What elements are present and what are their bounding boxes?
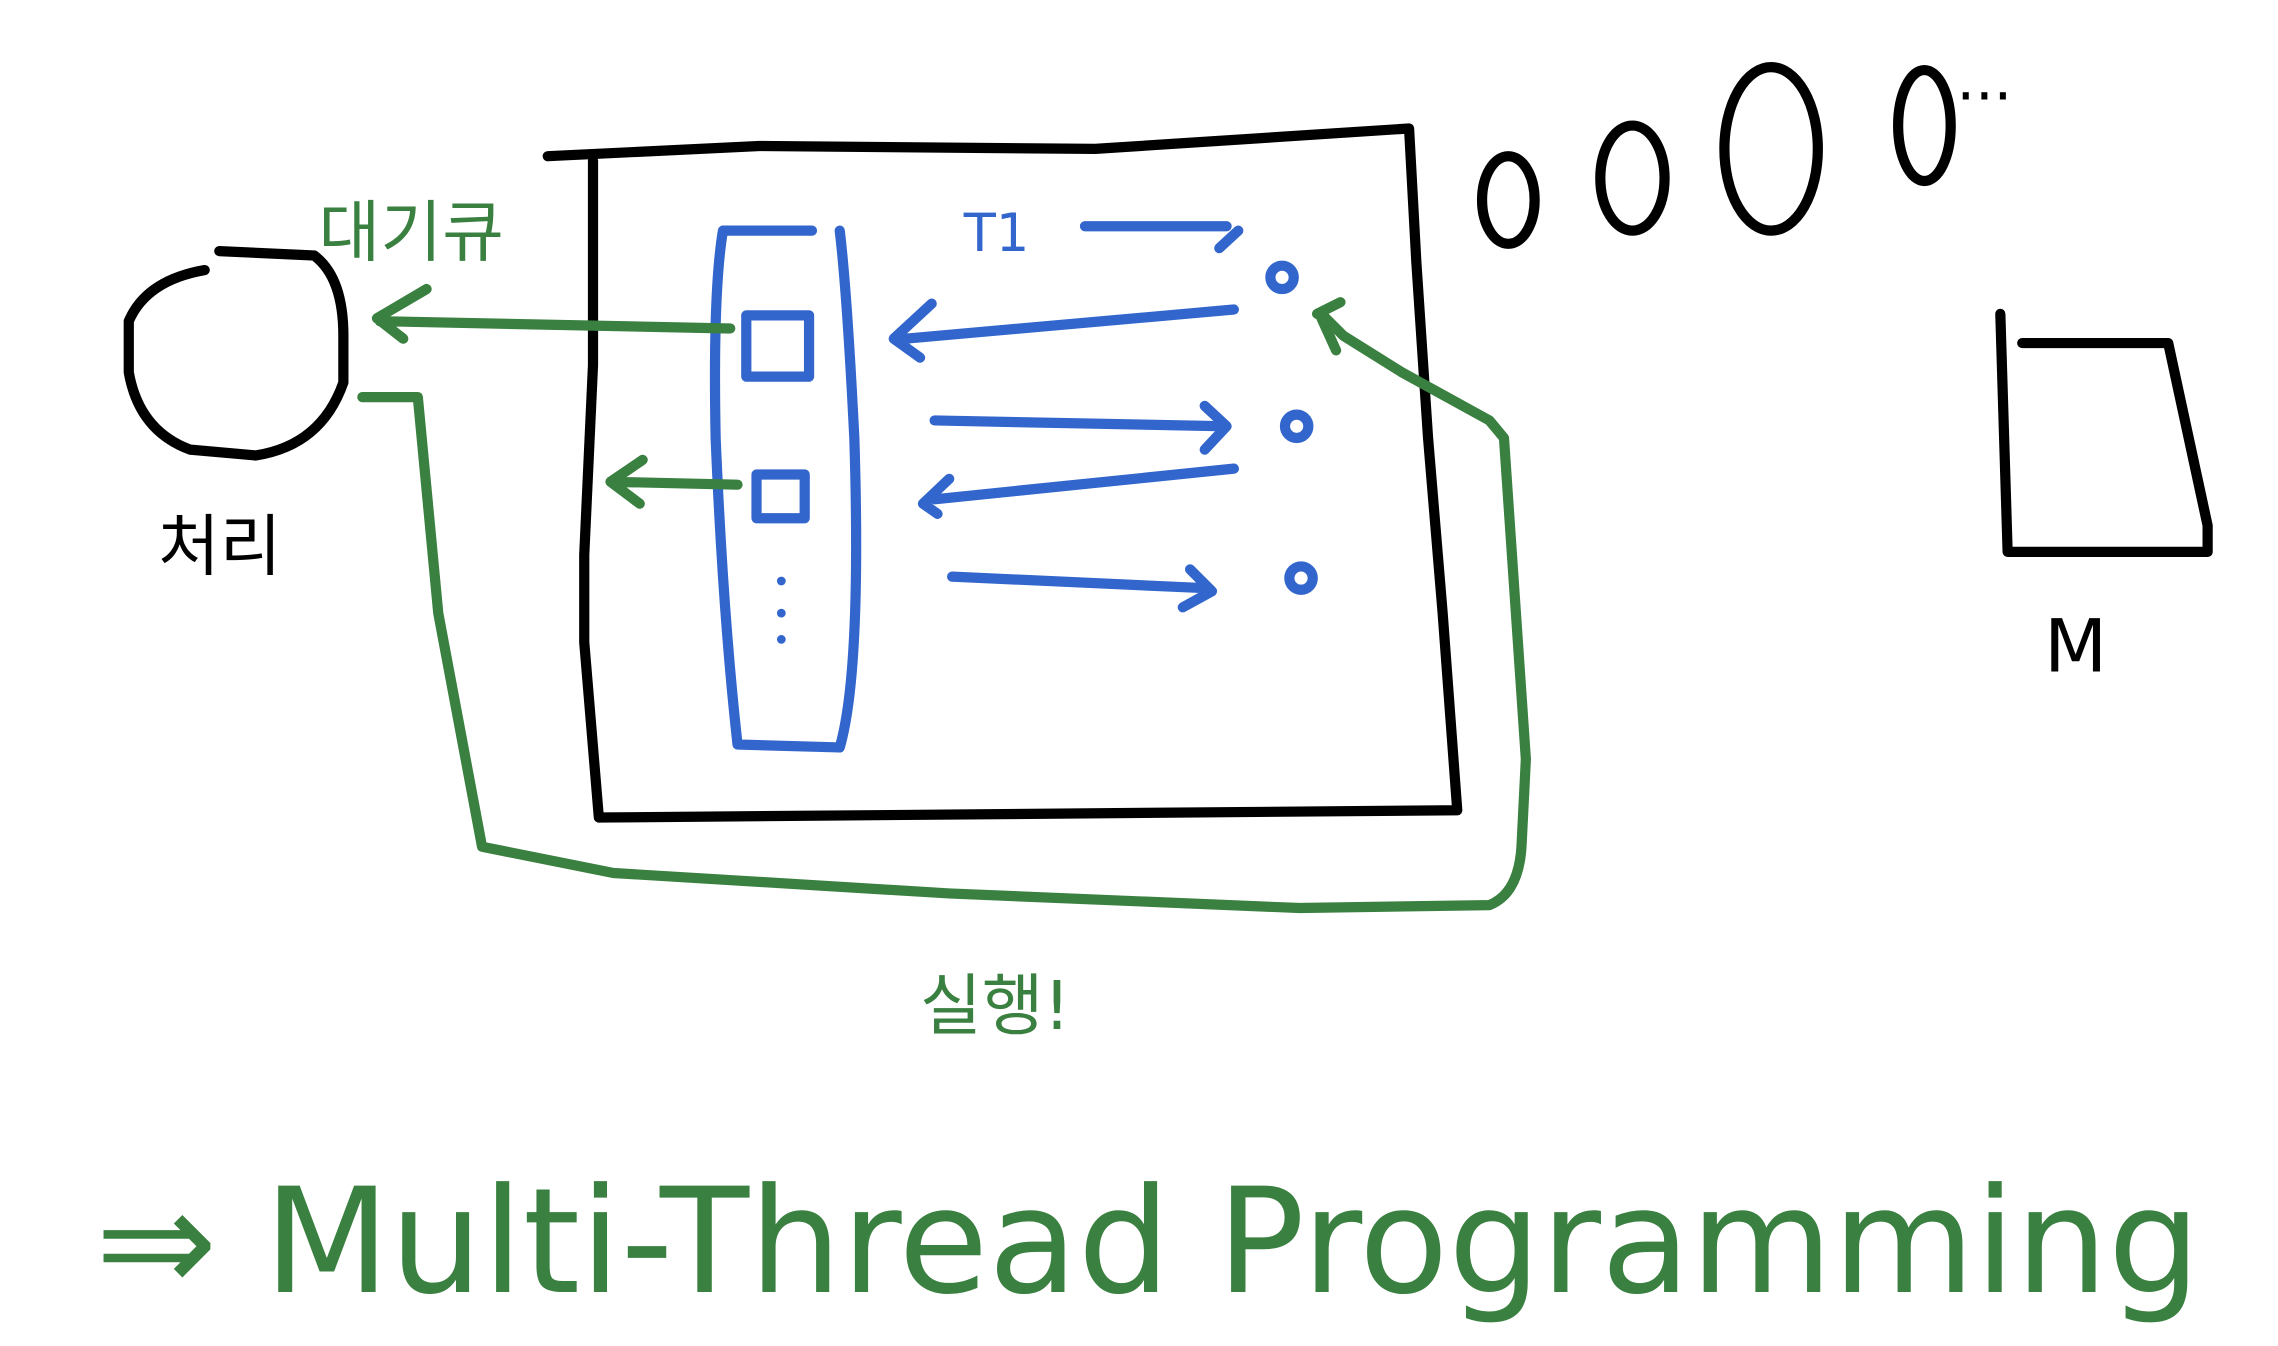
ellipsis: ... <box>1957 45 2013 113</box>
dot <box>1279 409 1314 444</box>
arrow <box>605 454 743 509</box>
queue-slot <box>751 469 810 524</box>
memory-label: M <box>2044 605 2107 690</box>
dot <box>776 576 786 586</box>
dot <box>1265 260 1299 295</box>
arrow <box>917 463 1240 519</box>
core-circle <box>123 245 349 461</box>
queue-slot <box>741 310 815 382</box>
other-process <box>1476 151 1540 249</box>
process-box <box>542 123 1463 823</box>
arrow <box>1079 221 1244 254</box>
arrow <box>929 400 1232 455</box>
thread-label: T1 <box>963 203 1030 264</box>
conclusion: ⇒ Multi-Thread Programming <box>95 1157 2200 1327</box>
other-process <box>1595 120 1670 236</box>
dot <box>776 635 786 644</box>
arrow <box>371 283 736 344</box>
other-process <box>1893 64 1956 187</box>
dot <box>1284 561 1318 595</box>
arrow <box>947 564 1218 613</box>
memory-box <box>1995 308 2213 557</box>
core-label: 처리 <box>158 507 282 585</box>
thread-queue <box>709 225 862 753</box>
queue-label: 대기큐 <box>319 193 504 271</box>
arrow <box>888 298 1240 363</box>
other-process <box>1719 62 1823 236</box>
loop-arrow <box>357 297 1531 914</box>
run-label: 실행! <box>920 967 1070 1045</box>
dot <box>776 608 786 618</box>
